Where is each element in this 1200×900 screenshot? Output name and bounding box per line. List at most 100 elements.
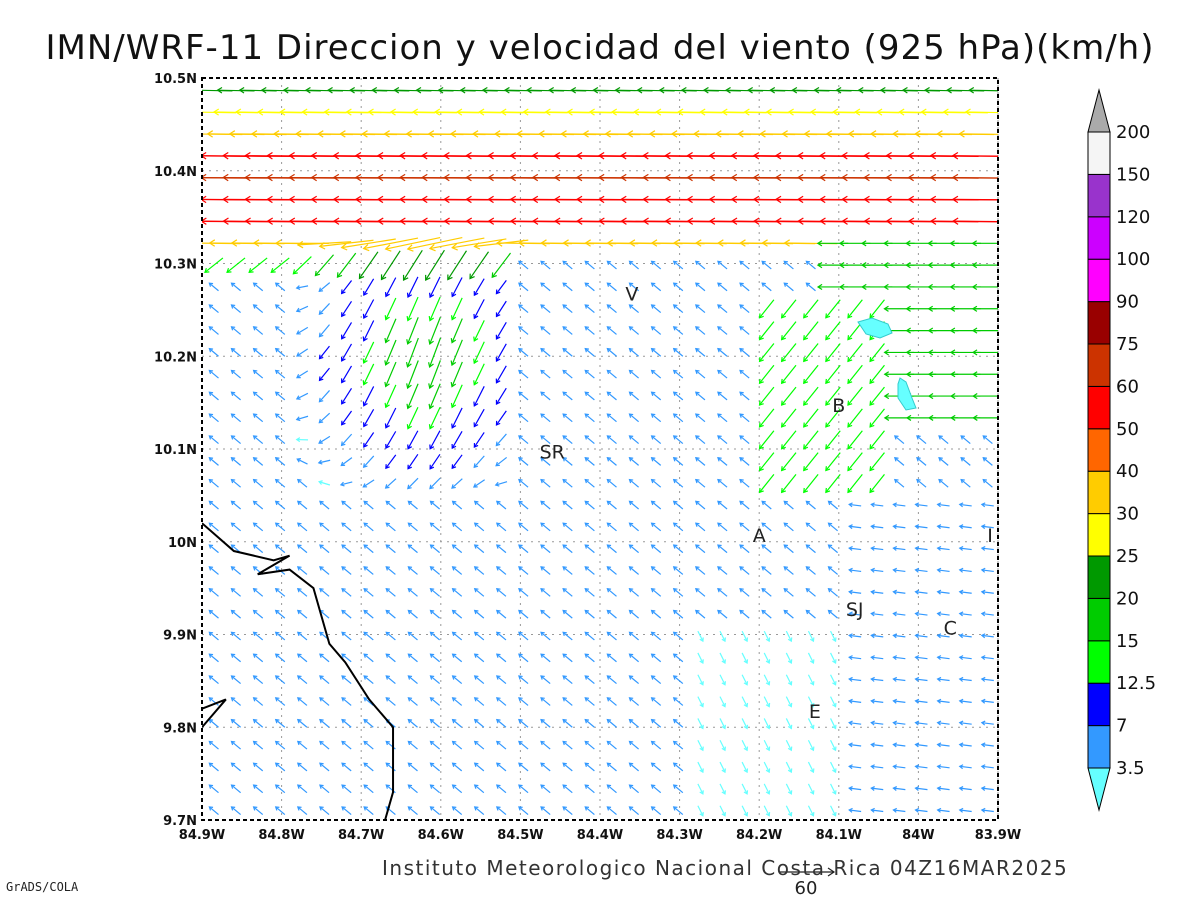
wind-vector-head (847, 378, 853, 385)
wind-vector (584, 369, 595, 379)
wind-vector-head (230, 282, 236, 287)
wind-vector-head (450, 381, 457, 388)
wind-vector (452, 631, 463, 641)
wind-vector-head (562, 326, 567, 331)
wind-vector (253, 369, 264, 379)
wind-vector-head (650, 740, 656, 746)
city-label: SR (540, 441, 565, 463)
wind-vector (830, 630, 837, 642)
wind-vector-head (406, 424, 412, 430)
wind-vector (429, 383, 441, 409)
wind-vector-head (832, 724, 837, 730)
wind-vector-head (848, 807, 853, 813)
wind-vector-head (208, 675, 214, 680)
wind-vector (805, 566, 816, 575)
wind-vector-head (471, 130, 479, 138)
wind-vector (473, 320, 485, 342)
wind-vector (584, 435, 595, 444)
wind-vector-head (972, 371, 978, 378)
wind-vector (981, 656, 994, 660)
wind-vector (540, 391, 551, 401)
wind-vector-head (310, 173, 318, 182)
wind-vector-head (907, 173, 915, 182)
wind-vector (540, 784, 551, 794)
wind-vector-head (230, 784, 236, 789)
wind-vector-head (562, 282, 567, 287)
wind-vector-head (319, 587, 324, 593)
wind-vector-head (803, 130, 811, 138)
wind-vector-head (914, 589, 920, 595)
wind-vector (452, 697, 463, 706)
wind-vector (208, 413, 219, 423)
wind-vector (275, 457, 286, 466)
wind-vector-head (650, 566, 656, 571)
wind-vector-head (553, 152, 561, 160)
wind-vector (363, 697, 374, 706)
wind-vector (341, 300, 353, 317)
wind-vector-head (202, 217, 207, 225)
wind-vector (830, 718, 837, 729)
wind-vector (231, 631, 241, 641)
wind-vector-head (340, 243, 348, 251)
wind-vector (319, 762, 330, 772)
wind-vector-head (861, 283, 867, 291)
wind-vector (697, 739, 704, 751)
wind-vector (828, 522, 838, 532)
wind-vector-head (584, 718, 590, 724)
wind-vector-head (819, 195, 826, 204)
wind-vector-head (296, 740, 302, 746)
wind-vector (231, 348, 241, 357)
wind-vector-head (518, 239, 525, 247)
wind-vector (783, 260, 794, 270)
wind-vector-head (606, 609, 612, 615)
wind-vector (208, 304, 219, 314)
wind-vector (407, 762, 418, 772)
wind-vector-head (739, 391, 744, 396)
wind-vector-head (584, 500, 590, 506)
wind-vector-head (582, 130, 589, 138)
wind-vector (695, 435, 706, 444)
wind-vector-head (699, 659, 704, 664)
wind-vector-head (473, 675, 479, 680)
wind-vector-head (672, 806, 678, 811)
wind-vector-head (694, 391, 700, 396)
wind-vector (982, 457, 993, 466)
wind-vector (363, 432, 375, 448)
wind-vector-head (863, 173, 870, 182)
wind-vector (297, 762, 308, 772)
wind-vector (717, 457, 728, 466)
wind-vector (297, 566, 308, 575)
wind-vector-head (743, 637, 749, 643)
wind-vector-head (964, 108, 971, 116)
wind-vector (297, 697, 308, 706)
wind-vector (606, 413, 617, 423)
wind-vector (584, 326, 595, 335)
wind-vector (407, 610, 418, 619)
wind-vector-head (216, 86, 223, 94)
wind-vector-head (584, 740, 590, 746)
wind-vector (319, 345, 330, 360)
wind-vector (825, 430, 841, 450)
wind-vector-head (540, 697, 545, 702)
wind-vector (430, 762, 440, 772)
wind-vector (231, 588, 241, 597)
wind-vector-head (907, 217, 915, 225)
wind-vector-head (869, 130, 877, 138)
wind-vector-head (272, 130, 280, 138)
wind-vector-head (363, 631, 368, 637)
wind-vector-head (421, 217, 428, 225)
wind-vector-head (870, 786, 875, 791)
wind-vector (518, 326, 529, 335)
wind-vector (363, 740, 374, 750)
wind-vector-head (341, 587, 346, 593)
wind-vector-head (562, 587, 567, 593)
wind-vector-head (803, 487, 809, 494)
wind-vector (452, 675, 463, 685)
wind-vector-head (958, 807, 964, 813)
wind-vector-head (495, 399, 501, 405)
wind-vector (697, 805, 704, 816)
wind-vector-head (208, 609, 214, 615)
wind-vector (871, 743, 884, 747)
wind-vector (341, 238, 396, 249)
wind-vector (915, 787, 928, 791)
